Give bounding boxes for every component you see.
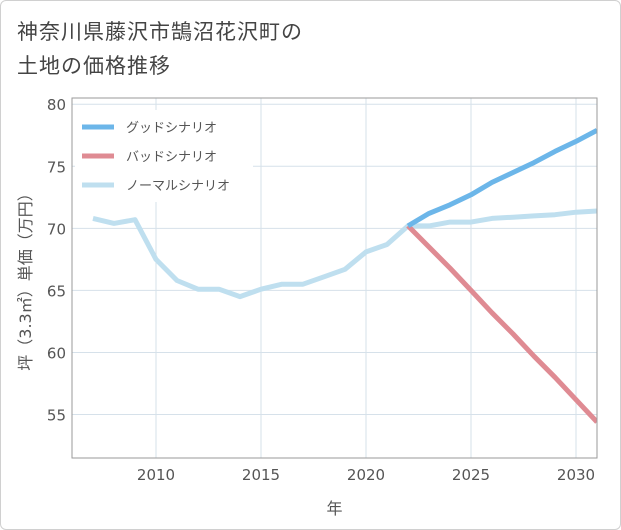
series-line-2 (92, 208, 597, 300)
x-tick-label: 2020 (347, 466, 385, 484)
legend-label: バッドシナリオ (126, 150, 217, 165)
tick-labels: 2010 2015 2020 2025 2030 55 60 65 70 75 80 (47, 96, 595, 484)
y-tick-label: 80 (47, 96, 66, 114)
y-tick-label: 65 (47, 282, 66, 300)
chart-title: 神奈川県藤沢市鵠沼花沢町の 土地の価格推移 (17, 15, 303, 83)
x-tick-label: 2025 (452, 466, 490, 484)
x-tick-label: 2015 (242, 466, 280, 484)
series-line-0 (406, 128, 597, 229)
x-axis-label: 年 (326, 499, 342, 518)
y-axis-label: 坪（3.3㎡）単価（万円） (16, 185, 35, 370)
x-tick-label: 2030 (557, 466, 595, 484)
series-line-1 (406, 224, 597, 424)
series-lines (92, 128, 597, 424)
chart-title-line-1: 神奈川県藤沢市鵠沼花沢町の (17, 20, 303, 44)
y-tick-label: 60 (47, 344, 66, 362)
legend-label: ノーマルシナリオ (126, 179, 230, 194)
grid-lines (72, 98, 597, 458)
y-tick-label: 75 (47, 158, 66, 176)
chart-title-line-2: 土地の価格推移 (17, 54, 171, 78)
x-tick-label: 2010 (137, 466, 175, 484)
legend-label: グッドシナリオ (126, 121, 217, 136)
y-tick-label: 55 (47, 407, 66, 425)
y-tick-label: 70 (47, 220, 66, 238)
plot-frame (71, 97, 598, 459)
